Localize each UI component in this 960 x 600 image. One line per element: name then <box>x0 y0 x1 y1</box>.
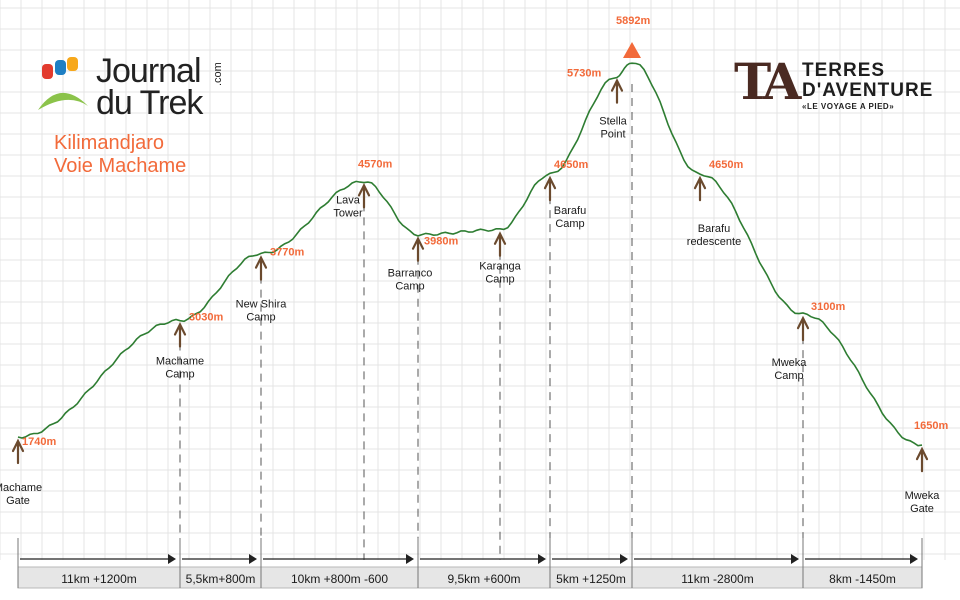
segment-label: 11km -2800m <box>681 572 753 586</box>
route-title-line-2: Voie Machame <box>54 155 187 177</box>
journal-du-trek-logo: Journal du Trek .com <box>38 52 238 122</box>
altitude-label: 3100m <box>811 301 845 313</box>
waypoint-arrow-icon <box>693 175 707 202</box>
summit-triangle-icon <box>623 42 641 58</box>
altitude-label: 1740m <box>22 436 56 448</box>
logo-line-2: du Trek <box>96 84 203 122</box>
segment-arrowhead-icon <box>168 554 176 564</box>
ta-monogram: TA <box>734 52 801 111</box>
altitude-label: 4650m <box>554 159 588 171</box>
segment-label: 9,5km +600m <box>447 572 520 586</box>
segment-arrowhead-icon <box>620 554 628 564</box>
waypoint-name: Point <box>600 129 625 141</box>
segment-bar: 11km +1200m 5,5km+800m 10km +800m -600 9,5k… <box>17 538 923 589</box>
altitude-label: 4570m <box>358 158 392 170</box>
segment-arrowhead-icon <box>249 554 257 564</box>
terres-daventure-logo: TA TERRES D'AVENTURE «LE VOYAGE A PIED» <box>732 52 948 122</box>
segment-label: 11km +1200m <box>61 572 137 586</box>
waypoint-labels: 1740mMachameGate3030mMachameCamp3770mNew… <box>0 15 948 515</box>
segment-arrowhead-icon <box>791 554 799 564</box>
waypoint-name: New Shira <box>236 299 288 311</box>
waypoint-name: Barafu <box>698 223 730 235</box>
altitude-label: 4650m <box>709 159 743 171</box>
elevation-profile-line <box>17 62 923 447</box>
waypoint-name: Gate <box>910 503 934 515</box>
waypoint-name: Machame <box>0 482 42 494</box>
waypoint-arrow-icon <box>411 236 425 262</box>
waypoint-name: Camp <box>774 370 803 382</box>
segment-label: 5km +1250m <box>556 572 626 586</box>
waypoint-arrow-icon <box>915 446 929 473</box>
waypoint-arrow-icon <box>11 438 25 465</box>
waypoint-name: Machame <box>156 355 204 367</box>
altitude-label: 3980m <box>424 236 458 248</box>
waypoint-guides <box>179 84 804 560</box>
waypoint-name: Barranco <box>388 268 433 280</box>
waypoint-name: Camp <box>555 218 584 230</box>
waypoint-name: Camp <box>395 281 424 293</box>
waypoint-name: Gate <box>6 495 30 507</box>
waypoint-name: Mweka <box>905 490 941 502</box>
segment-label: 5,5km+800m <box>186 572 256 586</box>
waypoint-name: Barafu <box>554 205 586 217</box>
waypoint-name: Camp <box>165 368 194 380</box>
journal-du-trek-mark-icon <box>38 57 88 110</box>
altitude-label: 5892m <box>616 15 650 27</box>
altitude-label: 1650m <box>914 420 948 432</box>
logo-line-1: Journal <box>96 52 202 90</box>
waypoint-name: redescente <box>687 236 741 248</box>
waypoint-arrow-icon <box>796 315 810 342</box>
waypoint-arrow-icon <box>254 255 268 281</box>
segment-label: 10km +800m -600 <box>291 572 388 586</box>
ta-logo-tagline: «LE VOYAGE A PIED» <box>802 102 895 111</box>
waypoint-markers <box>11 42 929 473</box>
waypoint-name: Camp <box>485 274 514 286</box>
waypoint-arrow-icon <box>610 78 624 104</box>
altitude-label: 3030m <box>189 311 223 323</box>
route-title-line-1: Kilimandjaro <box>54 132 165 154</box>
logo-suffix: .com <box>212 62 224 86</box>
ta-logo-line-2: D'AVENTURE <box>802 80 934 101</box>
segment-arrowhead-icon <box>538 554 546 564</box>
grid <box>0 0 960 560</box>
waypoint-name: Tower <box>333 207 363 219</box>
waypoint-name: Mweka <box>772 357 808 369</box>
waypoint-arrow-icon <box>173 322 187 348</box>
profile <box>17 62 923 447</box>
segment-label: 8km -1450m <box>829 572 896 586</box>
altitude-label: 5730m <box>567 68 601 80</box>
waypoint-arrow-icon <box>543 175 557 202</box>
segment-arrowhead-icon <box>910 554 918 564</box>
waypoint-arrow-icon <box>357 182 371 209</box>
waypoint-name: Camp <box>246 312 275 324</box>
waypoint-name: Karanga <box>479 261 521 273</box>
ta-logo-line-1: TERRES <box>802 60 886 81</box>
segment-arrowhead-icon <box>406 554 414 564</box>
altitude-label: 3770m <box>270 247 304 259</box>
waypoint-arrow-icon <box>493 231 507 257</box>
waypoint-name: Stella <box>599 116 627 128</box>
waypoint-name: Lava <box>336 194 361 206</box>
